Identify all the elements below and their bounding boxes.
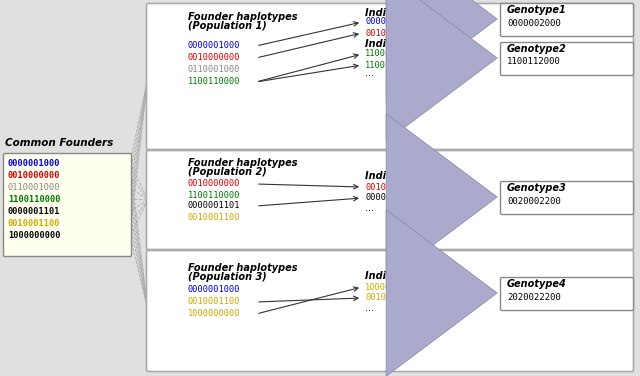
Text: Founder haplotypes: Founder haplotypes — [188, 158, 298, 168]
Text: 0000001000: 0000001000 — [188, 41, 241, 50]
Text: 0000001000: 0000001000 — [365, 18, 417, 26]
Text: 1000000000: 1000000000 — [188, 309, 241, 318]
Text: 1100110000: 1100110000 — [188, 77, 241, 86]
Text: ...: ... — [365, 68, 374, 78]
Text: Genotype4: Genotype4 — [507, 279, 567, 289]
FancyBboxPatch shape — [500, 42, 634, 76]
Text: 1000000000: 1000000000 — [365, 282, 417, 291]
Text: Genotype3: Genotype3 — [507, 183, 567, 193]
FancyBboxPatch shape — [500, 182, 634, 214]
Text: 1100112000: 1100112000 — [507, 58, 561, 67]
FancyBboxPatch shape — [500, 277, 634, 311]
Text: 0010021100: 0010021100 — [365, 294, 417, 303]
FancyBboxPatch shape — [147, 3, 634, 150]
Text: 0010001100: 0010001100 — [188, 297, 241, 306]
Text: Individual 2: Individual 2 — [365, 39, 430, 49]
Text: ...: ... — [365, 303, 374, 313]
FancyBboxPatch shape — [147, 150, 634, 250]
Text: 2020022200: 2020022200 — [507, 293, 561, 302]
Text: 0000001000: 0000001000 — [188, 285, 241, 294]
Text: 0000001100: 0000001100 — [365, 194, 417, 203]
Text: 0010000000: 0010000000 — [8, 170, 61, 179]
Text: Common Founders: Common Founders — [5, 138, 113, 148]
Text: Founder haplotypes: Founder haplotypes — [188, 263, 298, 273]
Text: Founder haplotypes: Founder haplotypes — [188, 12, 298, 22]
FancyBboxPatch shape — [500, 3, 634, 36]
Text: ...: ... — [365, 203, 374, 213]
Text: 0010000000: 0010000000 — [365, 29, 417, 38]
Text: 0010001100: 0010001100 — [8, 218, 61, 227]
Text: 0010000000: 0010000000 — [188, 53, 241, 62]
Text: 0010000000: 0010000000 — [188, 179, 241, 188]
FancyBboxPatch shape — [3, 153, 131, 256]
Text: 0110001000: 0110001000 — [188, 65, 241, 74]
Text: Genotype2: Genotype2 — [507, 44, 567, 54]
Text: Individual 4: Individual 4 — [365, 271, 430, 281]
Text: 0000001101: 0000001101 — [8, 206, 61, 215]
Text: Individual 1: Individual 1 — [365, 8, 430, 18]
FancyBboxPatch shape — [147, 250, 634, 371]
Text: 0000002000: 0000002000 — [507, 18, 561, 27]
Text: Genotype1: Genotype1 — [507, 5, 567, 15]
Text: 0000001000: 0000001000 — [8, 159, 61, 167]
Text: (Population 3): (Population 3) — [188, 272, 267, 282]
Text: Individual 3: Individual 3 — [365, 171, 430, 181]
Text: 1100110000: 1100110000 — [8, 194, 61, 203]
Text: 1000000000: 1000000000 — [8, 230, 61, 240]
Text: 1100112000: 1100112000 — [365, 61, 417, 70]
Text: (Population 1): (Population 1) — [188, 21, 267, 31]
Text: 0010000000: 0010000000 — [365, 182, 417, 191]
Text: 0110001000: 0110001000 — [8, 182, 61, 191]
Text: 0020002200: 0020002200 — [507, 197, 561, 206]
Text: 0000001101: 0000001101 — [188, 202, 241, 211]
Text: (Population 2): (Population 2) — [188, 167, 267, 177]
Text: 1100110000: 1100110000 — [365, 50, 417, 59]
Text: 1100110000: 1100110000 — [188, 191, 241, 200]
Text: 0010001100: 0010001100 — [188, 212, 241, 221]
